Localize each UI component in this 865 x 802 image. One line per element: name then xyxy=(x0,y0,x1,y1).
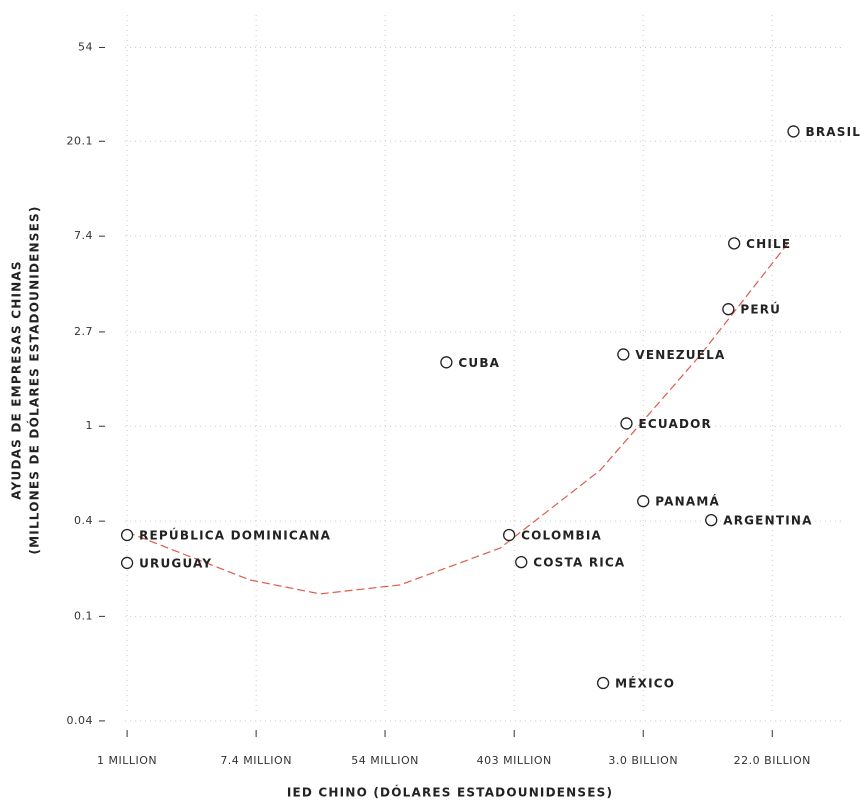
x-tick-label: 54 MILLION xyxy=(351,754,419,767)
trend-line xyxy=(126,240,791,595)
x-tick-label: 7.4 MILLION xyxy=(220,754,292,767)
y-tick-label: 0.1 xyxy=(74,609,93,622)
x-tick-label: 22.0 BILLION xyxy=(734,754,811,767)
point xyxy=(120,528,134,542)
point xyxy=(728,237,741,250)
point-label: REPÚBLICA DOMINICANA xyxy=(139,528,331,543)
y-tick-label: 7.4 xyxy=(74,229,93,242)
point xyxy=(596,676,610,690)
y-tick-label: 0.4 xyxy=(74,514,93,527)
y-axis-title: AYUDAS DE EMPRESAS CHINAS xyxy=(10,260,24,499)
point-label: COSTA RICA xyxy=(533,556,625,570)
y-tick-label: 20.1 xyxy=(67,134,94,147)
point-label: PANAMÁ xyxy=(655,494,720,509)
y-axis-title: (MILLONES DE DÓLARES ESTADOUNIDENSES) xyxy=(27,205,42,554)
point-label: ARGENTINA xyxy=(723,514,812,528)
x-tick-label: 403 MILLION xyxy=(477,754,552,767)
y-tick-label: 1 xyxy=(86,419,94,432)
point xyxy=(515,555,528,569)
point-label: URUGUAY xyxy=(139,556,212,570)
point-label: BRASIL xyxy=(805,125,861,139)
point-label: COLOMBIA xyxy=(521,529,602,543)
point xyxy=(637,495,650,508)
point-label: VENEZUELA xyxy=(635,348,725,362)
y-tick-label: 2.7 xyxy=(74,325,93,338)
x-tick-label: 3.0 BILLION xyxy=(608,754,678,767)
point xyxy=(787,125,800,138)
point-label: CHILE xyxy=(746,237,791,251)
point xyxy=(120,556,134,570)
point-label: ECUADOR xyxy=(639,417,712,431)
x-axis-title: IED CHINO (DÓLARES ESTADOUNIDENSES) xyxy=(287,785,613,800)
point xyxy=(620,417,633,430)
point xyxy=(722,303,735,316)
point-label: PERÚ xyxy=(740,302,781,317)
y-tick-label: 54 xyxy=(78,40,93,53)
point xyxy=(502,528,516,542)
point xyxy=(617,348,630,361)
point xyxy=(440,356,453,369)
y-tick-label: 0.04 xyxy=(67,714,94,727)
point-label: CUBA xyxy=(458,356,500,370)
x-tick-label: 1 MILLION xyxy=(97,754,157,767)
point xyxy=(705,513,718,527)
point-label: MÉXICO xyxy=(615,676,675,691)
